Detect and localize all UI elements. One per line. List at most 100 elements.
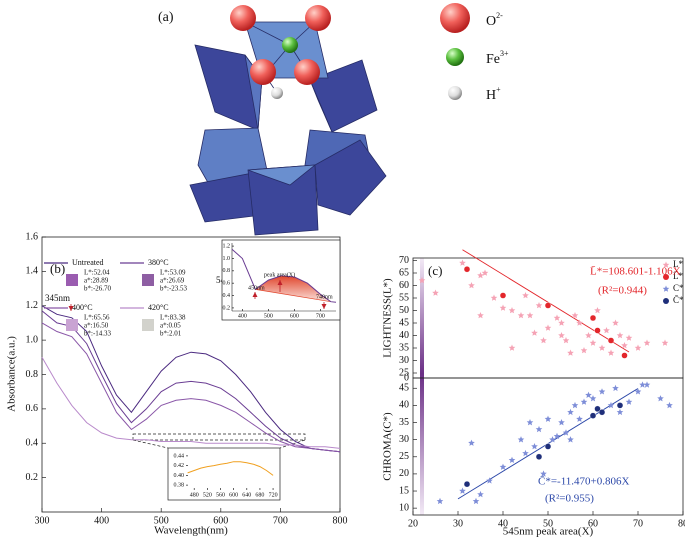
- zoom-region: [132, 433, 306, 441]
- star-point: [477, 490, 484, 498]
- symbol: O: [486, 14, 496, 29]
- y-tick-label: 35: [399, 342, 409, 353]
- annotation: 450nm: [248, 285, 265, 291]
- legend-label: L*: [673, 259, 683, 269]
- x-tick-label: 500: [264, 313, 273, 319]
- star-point: [571, 312, 579, 319]
- legend-parameter: L*:53.09: [160, 269, 186, 277]
- annotation: peak area(X): [264, 271, 295, 278]
- star-point: [585, 391, 592, 398]
- legend-parameter: b*:-23.53: [160, 285, 188, 293]
- circle-point: [607, 337, 615, 344]
- legend-parameter: a*:26.69: [160, 277, 185, 285]
- circle-point: [594, 327, 601, 334]
- star-point: [580, 398, 588, 405]
- y-tick-label: 35: [399, 417, 409, 428]
- star-point: [499, 304, 507, 311]
- star-point: [508, 456, 516, 463]
- x-tick-label: 700: [273, 515, 288, 526]
- star-point: [540, 470, 547, 477]
- x-axis-label: 545nm peak area(X): [503, 526, 594, 538]
- legend-hydrogen: [448, 86, 462, 100]
- star-point: [625, 398, 633, 405]
- star-point: [661, 339, 669, 346]
- star-point: [612, 319, 619, 326]
- circle-point: [463, 266, 471, 273]
- polyhedron: [314, 139, 387, 216]
- legend-parameter: b*:-14.33: [84, 330, 112, 338]
- fit-equation: L̄*=108.601-1.106X: [590, 265, 681, 277]
- legend-label: L̄*: [673, 271, 683, 281]
- star-point: [612, 384, 619, 392]
- panel-label: (b): [50, 261, 65, 276]
- legend-label: Fe3+: [486, 49, 509, 67]
- polyhedron-face: [309, 79, 333, 133]
- star-point: [531, 443, 538, 450]
- legend-parameter: L*:52.04: [84, 269, 110, 277]
- x-tick-label: 30: [453, 518, 463, 529]
- circle-point: [544, 302, 552, 309]
- legend-parameter: L*:83.38: [160, 314, 186, 322]
- circle-point: [598, 409, 606, 416]
- star-point: [643, 339, 651, 346]
- legend-marker: [663, 298, 669, 304]
- star-point: [643, 381, 651, 388]
- charge: 3+: [500, 49, 509, 58]
- star-point: [418, 277, 426, 284]
- star-point: [562, 337, 570, 344]
- circle-point: [589, 314, 597, 322]
- star-point: [459, 487, 466, 494]
- y-tick-label: 1.0: [223, 256, 231, 262]
- oxygen-atom: [250, 59, 276, 85]
- y-tick-label: 25: [399, 367, 409, 378]
- star-point: [517, 312, 525, 319]
- legend-marker: [663, 274, 669, 280]
- y-tick-label: 45: [399, 383, 409, 394]
- star-point: [459, 259, 466, 266]
- legend-label: Untreated: [72, 258, 104, 267]
- star-point: [616, 408, 624, 416]
- x-tick-label: 640: [242, 492, 251, 498]
- y-tick-label: 55: [399, 292, 409, 303]
- legend-label: 380°C: [148, 258, 169, 267]
- star-point: [436, 497, 444, 505]
- panel-label: (a): [158, 10, 174, 25]
- circle-point: [499, 292, 507, 299]
- x-tick-label: 680: [255, 492, 264, 498]
- circle-point: [616, 402, 624, 409]
- zoom-guide: [132, 433, 306, 449]
- y-tick-label: 1.2: [223, 243, 231, 249]
- iron-atom: [282, 37, 298, 53]
- hydrogen-atom: [271, 87, 283, 99]
- y-tick-label: 0.4: [26, 438, 39, 449]
- star-point: [522, 449, 529, 457]
- x-axis-label: Wavelength(nm): [154, 525, 228, 537]
- x-tick-label: 400: [94, 515, 109, 526]
- y-tick-label: 30: [399, 355, 409, 366]
- star-point: [544, 324, 552, 331]
- legend-parameter: L*:65.56: [84, 314, 110, 322]
- y-tick-label: 0.40: [174, 473, 185, 479]
- polyhedron-face: [247, 164, 317, 186]
- data-line: [41, 322, 341, 453]
- star-point: [472, 497, 480, 505]
- y-tick-label: 0.8: [223, 268, 231, 274]
- arrow-head: [277, 280, 283, 285]
- legend-label: 400°C: [72, 303, 93, 312]
- symbol: H: [486, 88, 496, 103]
- star-point: [526, 312, 534, 319]
- y-axis-label: LIGHTNESS(L*): [382, 278, 394, 358]
- circle-point: [621, 352, 628, 359]
- data-line: [231, 248, 337, 303]
- arrow-head: [68, 306, 74, 311]
- star-point: [580, 347, 588, 354]
- x-tick-label: 50: [543, 518, 553, 529]
- fit-equation: C̄*=-11.470+0.806X: [538, 475, 629, 487]
- star-point: [540, 337, 547, 344]
- star-point: [432, 289, 439, 296]
- annotation: 345nm: [45, 293, 70, 303]
- circle-point: [589, 412, 597, 419]
- star-point: [567, 349, 574, 356]
- symbol: Fe: [486, 52, 500, 67]
